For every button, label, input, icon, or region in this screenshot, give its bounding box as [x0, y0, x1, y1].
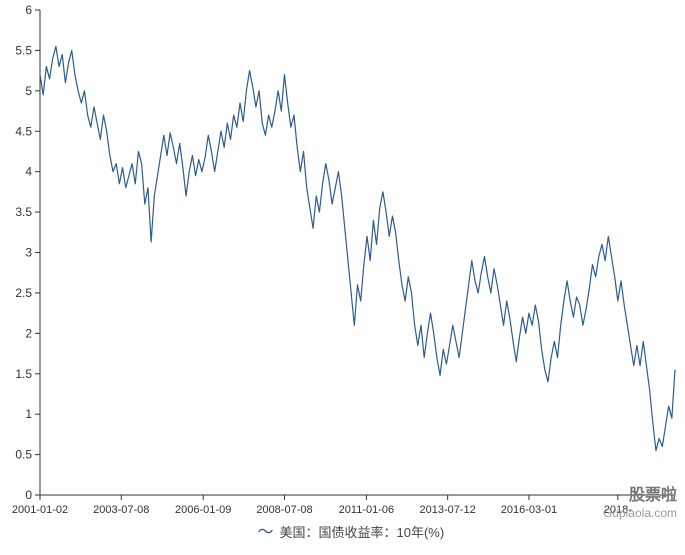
- x-tick-label: 2018-: [604, 504, 632, 516]
- x-tick-label: 2006-01-09: [175, 504, 231, 516]
- y-tick-label: 5.5: [15, 43, 32, 57]
- legend-label: 美国：国债收益率：10年(%): [280, 525, 445, 540]
- y-tick-label: 6: [25, 3, 32, 17]
- y-tick-label: 1: [25, 407, 32, 421]
- chart-container: 0 0.5 1 1.5 2 2.5 3 3.5 4 4.5 5 5.5 6 2001-01-02 2003-…: [0, 0, 685, 555]
- y-tick-label: 1.5: [15, 367, 32, 381]
- x-tick-label: 2011-01-06: [339, 504, 394, 516]
- y-tick-label: 3: [25, 246, 32, 260]
- x-tick-label: 2013-07-12: [420, 504, 476, 516]
- y-tick-label: 0: [25, 488, 32, 502]
- y-tick-label: 5: [25, 84, 32, 98]
- legend-marker: ～: [258, 524, 274, 541]
- x-tick-label: 2008-07-08: [256, 504, 312, 516]
- x-tick-label: 2016-03-01: [501, 504, 557, 516]
- y-tick-label: 2.5: [15, 286, 32, 300]
- line-chart: 0 0.5 1 1.5 2 2.5 3 3.5 4 4.5 5 5.5 6 2001-01-02 2003-…: [0, 0, 685, 555]
- legend: ～ 美国：国债收益率：10年(%): [258, 524, 445, 541]
- x-tick-label: 2001-01-02: [12, 504, 68, 516]
- y-tick-label: 2: [25, 326, 32, 340]
- y-tick-label: 3.5: [15, 205, 32, 219]
- y-tick-label: 4.5: [15, 124, 32, 138]
- x-tick-label: 2003-07-08: [93, 504, 149, 516]
- y-tick-label: 0.5: [15, 448, 32, 462]
- y-tick-label: 4: [25, 165, 32, 179]
